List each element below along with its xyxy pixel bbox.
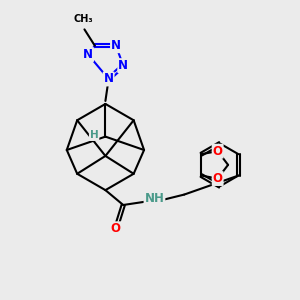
Text: O: O [213,145,223,158]
Text: N: N [111,39,121,52]
Text: O: O [213,172,223,185]
Text: O: O [111,222,121,235]
Text: N: N [103,73,114,85]
Text: CH₃: CH₃ [73,14,93,24]
Text: NH: NH [145,192,164,205]
Text: H: H [90,130,98,140]
Text: N: N [83,48,93,61]
Text: N: N [118,59,128,72]
